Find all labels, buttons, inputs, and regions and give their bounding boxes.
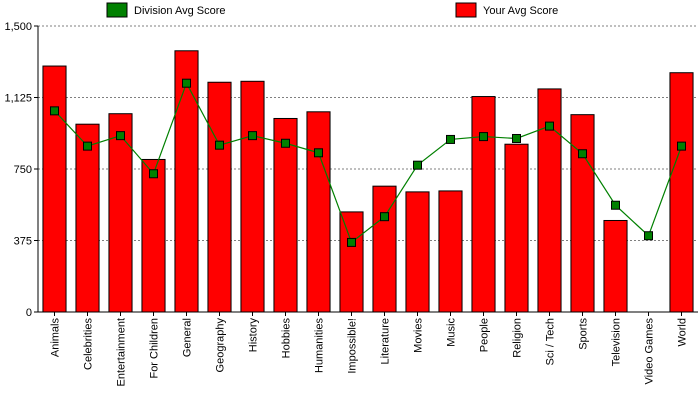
- marker-division-avg: [347, 237, 356, 247]
- x-tick-label: Movies: [413, 318, 425, 353]
- marker-division-avg: [479, 132, 488, 142]
- x-tick-label: History: [248, 318, 260, 353]
- x-tick-labels: Animals Celebrities Entertainment For Child…: [50, 318, 689, 387]
- bar-your-avg: [603, 219, 628, 313]
- bar-layer: [42, 50, 694, 313]
- marker-division-avg: [83, 141, 92, 151]
- x-tick-label: Sci / Tech: [545, 318, 557, 366]
- marker-division-avg: [611, 200, 620, 210]
- axis-layer: [34, 25, 698, 316]
- marker-division-avg: [50, 106, 59, 116]
- marker-division-avg: [281, 138, 290, 148]
- y-tick-label: 0: [26, 307, 32, 319]
- x-tick-label: General: [182, 318, 194, 357]
- y-tick-label: 375: [14, 236, 32, 248]
- bar-your-avg: [306, 111, 331, 313]
- x-tick-label: For Children: [149, 318, 161, 379]
- marker-division-avg: [578, 149, 587, 159]
- legend-swatch-division: [106, 2, 128, 18]
- bar-your-avg: [438, 190, 463, 313]
- marker-division-avg: [215, 140, 224, 150]
- bar-your-avg: [141, 158, 166, 313]
- marker-division-avg: [413, 160, 422, 170]
- legend: Division Avg Score Your Avg Score: [106, 2, 558, 18]
- marker-division-avg: [116, 131, 125, 141]
- bar-your-avg: [42, 65, 67, 313]
- bar-your-avg: [405, 191, 430, 313]
- x-tick-label: Entertainment: [116, 318, 128, 386]
- marker-division-avg: [380, 212, 389, 222]
- x-tick-label: World: [677, 318, 689, 347]
- bar-your-avg: [108, 113, 133, 313]
- line-layer: [50, 78, 686, 247]
- marker-division-avg: [182, 78, 191, 88]
- bar-your-avg: [240, 80, 265, 313]
- x-tick-label: People: [479, 318, 491, 352]
- x-tick-label: Celebrities: [83, 318, 95, 370]
- bar-your-avg: [669, 72, 694, 313]
- legend-label-division: Division Avg Score: [134, 5, 226, 17]
- x-tick-label: Music: [446, 318, 458, 347]
- legend-label-your: Your Avg Score: [483, 5, 558, 17]
- x-tick-label: Impossible!: [347, 318, 359, 374]
- x-tick-label: Animals: [50, 318, 62, 358]
- marker-division-avg: [545, 121, 554, 131]
- marker-division-avg: [677, 141, 686, 151]
- y-tick-labels: 0 375 750 1,125 1,500: [4, 21, 32, 319]
- x-tick-label: Television: [611, 318, 623, 366]
- bar-your-avg: [570, 114, 595, 313]
- x-tick-label: Humanities: [314, 318, 326, 374]
- line-division-avg: [54, 81, 683, 244]
- legend-swatch-your: [455, 2, 477, 18]
- y-tick-label: 1,500: [4, 21, 32, 33]
- y-tick-label: 1,125: [4, 93, 32, 105]
- marker-division-avg: [314, 148, 323, 158]
- marker-division-avg: [248, 131, 257, 141]
- bar-your-avg: [75, 123, 100, 313]
- y-tick-label: 750: [14, 164, 32, 176]
- x-tick-label: Hobbies: [281, 318, 293, 359]
- bar-your-avg: [471, 96, 496, 313]
- grid-layer: [38, 25, 698, 241]
- bar-your-avg: [207, 81, 232, 313]
- marker-division-avg: [149, 169, 158, 179]
- x-tick-label: Geography: [215, 318, 227, 373]
- bar-your-avg: [339, 211, 364, 313]
- x-tick-label: Video Games: [644, 318, 656, 385]
- marker-division-avg: [512, 133, 521, 143]
- x-tick-label: Sports: [578, 318, 590, 350]
- bar-your-avg: [174, 50, 199, 313]
- x-tick-label: Religion: [512, 318, 524, 358]
- marker-division-avg: [446, 134, 455, 144]
- marker-division-avg: [644, 231, 653, 241]
- x-tick-label: Literature: [380, 318, 392, 364]
- bar-your-avg: [504, 143, 529, 313]
